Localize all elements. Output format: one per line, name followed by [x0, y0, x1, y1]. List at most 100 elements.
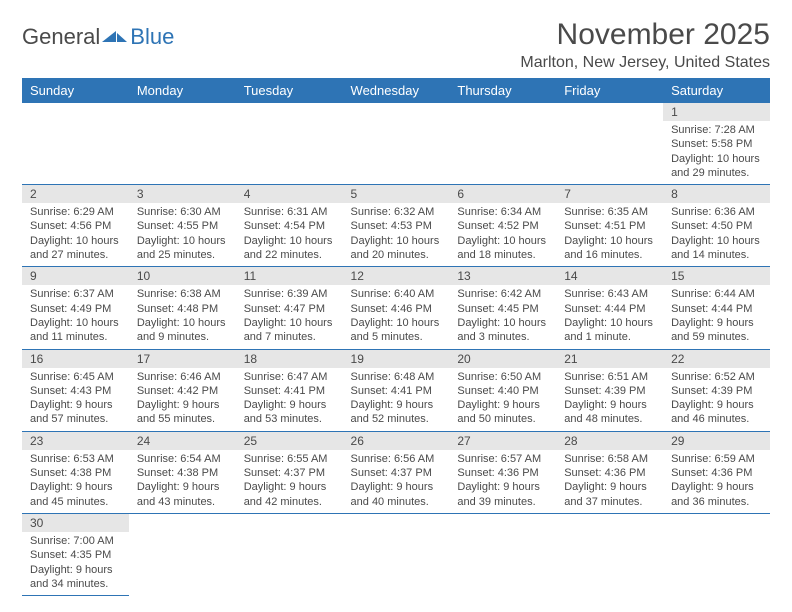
day-number: 21	[556, 350, 663, 368]
sunset-text: Sunset: 4:49 PM	[30, 302, 121, 316]
sunrise-text: Sunrise: 6:51 AM	[564, 370, 655, 384]
calendar-cell: 1Sunrise: 7:28 AMSunset: 5:58 PMDaylight…	[663, 103, 770, 185]
cell-body: Sunrise: 6:58 AMSunset: 4:36 PMDaylight:…	[556, 450, 663, 513]
day-number: 24	[129, 432, 236, 450]
day-number: 28	[556, 432, 663, 450]
cell-body: Sunrise: 6:45 AMSunset: 4:43 PMDaylight:…	[22, 368, 129, 431]
daylight-text: Daylight: 10 hours and 5 minutes.	[351, 316, 442, 345]
sunrise-text: Sunrise: 6:46 AM	[137, 370, 228, 384]
sunrise-text: Sunrise: 6:31 AM	[244, 205, 335, 219]
calendar-cell: 19Sunrise: 6:48 AMSunset: 4:41 PMDayligh…	[343, 349, 450, 431]
cell-body: Sunrise: 6:42 AMSunset: 4:45 PMDaylight:…	[449, 285, 556, 348]
sunrise-text: Sunrise: 6:59 AM	[671, 452, 762, 466]
cell-body: Sunrise: 6:59 AMSunset: 4:36 PMDaylight:…	[663, 450, 770, 513]
sunset-text: Sunset: 4:54 PM	[244, 219, 335, 233]
sunset-text: Sunset: 4:38 PM	[30, 466, 121, 480]
day-number: 19	[343, 350, 450, 368]
daylight-text: Daylight: 10 hours and 3 minutes.	[457, 316, 548, 345]
daylight-text: Daylight: 10 hours and 18 minutes.	[457, 234, 548, 263]
calendar-cell: 9Sunrise: 6:37 AMSunset: 4:49 PMDaylight…	[22, 267, 129, 349]
day-number: 13	[449, 267, 556, 285]
day-header: Wednesday	[343, 78, 450, 103]
calendar-cell	[449, 103, 556, 185]
sunset-text: Sunset: 4:35 PM	[30, 548, 121, 562]
cell-body: Sunrise: 6:47 AMSunset: 4:41 PMDaylight:…	[236, 368, 343, 431]
day-number: 7	[556, 185, 663, 203]
calendar-cell: 20Sunrise: 6:50 AMSunset: 4:40 PMDayligh…	[449, 349, 556, 431]
cell-body: Sunrise: 6:30 AMSunset: 4:55 PMDaylight:…	[129, 203, 236, 266]
cell-body: Sunrise: 6:39 AMSunset: 4:47 PMDaylight:…	[236, 285, 343, 348]
sunrise-text: Sunrise: 6:57 AM	[457, 452, 548, 466]
arrow-icon	[102, 24, 128, 50]
sunset-text: Sunset: 4:50 PM	[671, 219, 762, 233]
sunrise-text: Sunrise: 6:40 AM	[351, 287, 442, 301]
sunset-text: Sunset: 5:58 PM	[671, 137, 762, 151]
calendar-cell	[343, 513, 450, 595]
table-row: 23Sunrise: 6:53 AMSunset: 4:38 PMDayligh…	[22, 431, 770, 513]
day-number: 29	[663, 432, 770, 450]
table-row: 16Sunrise: 6:45 AMSunset: 4:43 PMDayligh…	[22, 349, 770, 431]
calendar-body: 1Sunrise: 7:28 AMSunset: 5:58 PMDaylight…	[22, 103, 770, 596]
cell-body: Sunrise: 6:51 AMSunset: 4:39 PMDaylight:…	[556, 368, 663, 431]
sunrise-text: Sunrise: 6:38 AM	[137, 287, 228, 301]
day-number: 25	[236, 432, 343, 450]
daylight-text: Daylight: 9 hours and 50 minutes.	[457, 398, 548, 427]
cell-body: Sunrise: 6:38 AMSunset: 4:48 PMDaylight:…	[129, 285, 236, 348]
sunrise-text: Sunrise: 6:48 AM	[351, 370, 442, 384]
calendar-table: SundayMondayTuesdayWednesdayThursdayFrid…	[22, 78, 770, 596]
calendar-cell: 4Sunrise: 6:31 AMSunset: 4:54 PMDaylight…	[236, 185, 343, 267]
calendar-cell: 14Sunrise: 6:43 AMSunset: 4:44 PMDayligh…	[556, 267, 663, 349]
calendar-cell: 27Sunrise: 6:57 AMSunset: 4:36 PMDayligh…	[449, 431, 556, 513]
location: Marlton, New Jersey, United States	[520, 54, 770, 72]
sunset-text: Sunset: 4:44 PM	[564, 302, 655, 316]
day-number: 16	[22, 350, 129, 368]
daylight-text: Daylight: 10 hours and 14 minutes.	[671, 234, 762, 263]
daylight-text: Daylight: 10 hours and 20 minutes.	[351, 234, 442, 263]
day-number: 4	[236, 185, 343, 203]
calendar-cell: 29Sunrise: 6:59 AMSunset: 4:36 PMDayligh…	[663, 431, 770, 513]
day-number: 2	[22, 185, 129, 203]
sunrise-text: Sunrise: 7:28 AM	[671, 123, 762, 137]
table-row: 30Sunrise: 7:00 AMSunset: 4:35 PMDayligh…	[22, 513, 770, 595]
daylight-text: Daylight: 9 hours and 36 minutes.	[671, 480, 762, 509]
sunset-text: Sunset: 4:48 PM	[137, 302, 228, 316]
sunset-text: Sunset: 4:37 PM	[244, 466, 335, 480]
daylight-text: Daylight: 9 hours and 53 minutes.	[244, 398, 335, 427]
calendar-cell: 24Sunrise: 6:54 AMSunset: 4:38 PMDayligh…	[129, 431, 236, 513]
daylight-text: Daylight: 9 hours and 43 minutes.	[137, 480, 228, 509]
cell-body: Sunrise: 6:34 AMSunset: 4:52 PMDaylight:…	[449, 203, 556, 266]
calendar-cell: 23Sunrise: 6:53 AMSunset: 4:38 PMDayligh…	[22, 431, 129, 513]
daylight-text: Daylight: 9 hours and 34 minutes.	[30, 563, 121, 592]
sunrise-text: Sunrise: 6:34 AM	[457, 205, 548, 219]
sunrise-text: Sunrise: 6:42 AM	[457, 287, 548, 301]
day-header: Tuesday	[236, 78, 343, 103]
calendar-cell: 30Sunrise: 7:00 AMSunset: 4:35 PMDayligh…	[22, 513, 129, 595]
cell-body: Sunrise: 6:29 AMSunset: 4:56 PMDaylight:…	[22, 203, 129, 266]
cell-body: Sunrise: 6:46 AMSunset: 4:42 PMDaylight:…	[129, 368, 236, 431]
sunrise-text: Sunrise: 6:36 AM	[671, 205, 762, 219]
daylight-text: Daylight: 9 hours and 46 minutes.	[671, 398, 762, 427]
daylight-text: Daylight: 9 hours and 55 minutes.	[137, 398, 228, 427]
calendar-cell: 28Sunrise: 6:58 AMSunset: 4:36 PMDayligh…	[556, 431, 663, 513]
sunset-text: Sunset: 4:42 PM	[137, 384, 228, 398]
calendar-cell: 13Sunrise: 6:42 AMSunset: 4:45 PMDayligh…	[449, 267, 556, 349]
calendar-cell: 2Sunrise: 6:29 AMSunset: 4:56 PMDaylight…	[22, 185, 129, 267]
sunrise-text: Sunrise: 6:54 AM	[137, 452, 228, 466]
cell-body: Sunrise: 6:48 AMSunset: 4:41 PMDaylight:…	[343, 368, 450, 431]
calendar-cell	[343, 103, 450, 185]
calendar-cell: 25Sunrise: 6:55 AMSunset: 4:37 PMDayligh…	[236, 431, 343, 513]
calendar-cell	[236, 513, 343, 595]
sunrise-text: Sunrise: 6:30 AM	[137, 205, 228, 219]
logo: General Blue	[22, 24, 174, 50]
daylight-text: Daylight: 10 hours and 1 minute.	[564, 316, 655, 345]
calendar-cell: 18Sunrise: 6:47 AMSunset: 4:41 PMDayligh…	[236, 349, 343, 431]
calendar-cell: 5Sunrise: 6:32 AMSunset: 4:53 PMDaylight…	[343, 185, 450, 267]
cell-body: Sunrise: 7:28 AMSunset: 5:58 PMDaylight:…	[663, 121, 770, 184]
daylight-text: Daylight: 9 hours and 45 minutes.	[30, 480, 121, 509]
calendar-cell: 8Sunrise: 6:36 AMSunset: 4:50 PMDaylight…	[663, 185, 770, 267]
sunset-text: Sunset: 4:47 PM	[244, 302, 335, 316]
day-number: 27	[449, 432, 556, 450]
daylight-text: Daylight: 10 hours and 16 minutes.	[564, 234, 655, 263]
calendar-cell	[236, 103, 343, 185]
sunset-text: Sunset: 4:39 PM	[671, 384, 762, 398]
